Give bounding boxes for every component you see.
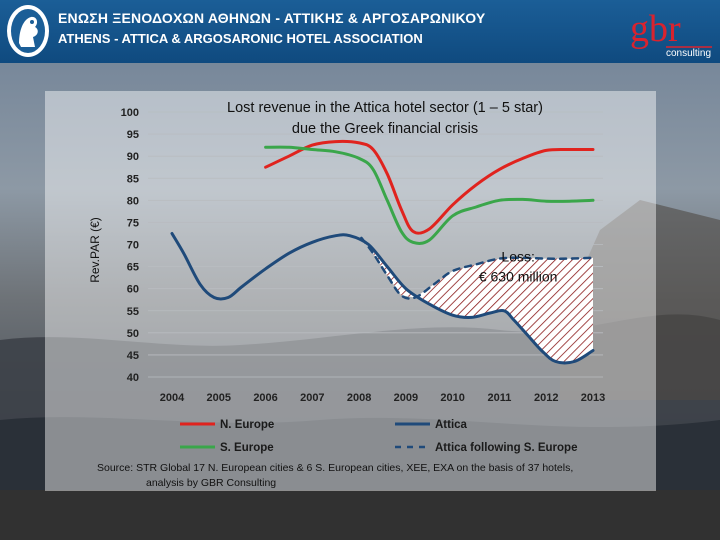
y-tick-label: 85: [127, 173, 139, 185]
y-tick-label: 70: [127, 240, 139, 252]
y-tick-label: 50: [127, 328, 139, 340]
gbr-logo-subtext: consulting: [666, 48, 711, 59]
y-tick-label: 80: [127, 195, 139, 207]
loss-annotation-line2: € 630 million: [479, 268, 558, 284]
x-tick-label: 2007: [300, 392, 324, 404]
loss-annotation-line1: Loss:: [501, 248, 534, 264]
legend-label-attica-following: Attica following S. Europe: [435, 442, 577, 454]
y-tick-label: 100: [121, 107, 139, 119]
y-axis-ticks: 100 95 90 85 80 75 70 65 60 55 50 45 40: [121, 107, 139, 384]
series-line-attica: [170, 232, 595, 365]
y-tick-label: 40: [127, 372, 139, 384]
x-tick-label: 2011: [488, 392, 512, 404]
chart-title: Lost revenue in the Attica hotel sector …: [227, 100, 543, 116]
source-note-line2: analysis by GBR Consulting: [146, 477, 276, 489]
y-tick-label: 95: [127, 129, 139, 141]
header-bar: ΕΝΩΣΗ ΞΕΝΟΔΟΧΩΝ ΑΘΗΝΩΝ - ΑΤΤΙΚΗΣ & ΑΡΓΟΣ…: [0, 0, 720, 63]
chart-subtitle: due the Greek financial crisis: [292, 121, 478, 137]
legend-label-s-europe: S. Europe: [220, 442, 274, 454]
legend-label-n-europe: N. Europe: [220, 419, 274, 431]
y-axis-label: Rev.PAR (€): [88, 217, 102, 283]
x-tick-label: 2008: [347, 392, 371, 404]
source-note-line1: Source: STR Global 17 N. European cities…: [97, 462, 573, 474]
y-tick-label: 75: [127, 217, 139, 229]
x-tick-label: 2005: [207, 392, 231, 404]
y-tick-label: 45: [127, 350, 139, 362]
series-line-s-europe: [264, 145, 595, 245]
chart-legend: N. Europe Attica S. Europe Attica follow…: [180, 419, 577, 454]
x-tick-label: 2010: [440, 392, 464, 404]
association-logo-icon: [7, 5, 49, 57]
y-tick-label: 55: [127, 306, 139, 318]
series-lines: [170, 139, 595, 365]
series-line-n-europe: [264, 139, 595, 235]
x-tick-label: 2012: [534, 392, 558, 404]
gbr-logo-text: gbr: [630, 8, 681, 50]
legend-label-attica: Attica: [435, 419, 468, 431]
association-name-english: ATHENS - ATTICA & ARGOSARONIC HOTEL ASSO…: [58, 31, 423, 46]
y-tick-label: 60: [127, 284, 139, 296]
y-tick-label: 90: [127, 151, 139, 163]
series-line-attica-following-s-europe: [360, 236, 595, 300]
gbr-consulting-logo: gbr consulting: [630, 8, 712, 59]
x-tick-label: 2006: [253, 392, 277, 404]
loss-area: [361, 237, 593, 362]
x-axis-ticks: 2004 2005 2006 2007 2008 2009 2010 2011 2012 2013: [160, 392, 605, 404]
x-tick-label: 2009: [394, 392, 418, 404]
x-tick-label: 2004: [160, 392, 185, 404]
x-tick-label: 2013: [581, 392, 605, 404]
y-tick-label: 65: [127, 262, 139, 274]
association-name-greek: ΕΝΩΣΗ ΞΕΝΟΔΟΧΩΝ ΑΘΗΝΩΝ - ΑΤΤΙΚΗΣ & ΑΡΓΟΣ…: [58, 10, 486, 26]
